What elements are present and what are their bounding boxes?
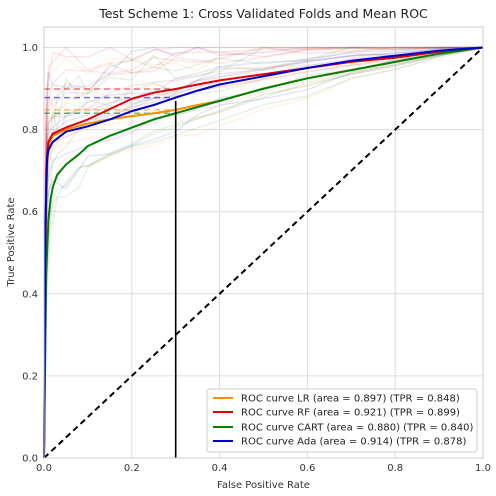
legend-label-lr: ROC curve LR (area = 0.897) (TPR = 0.848… [241, 394, 460, 405]
fold-curve [43, 46, 484, 459]
x-tick-label: 0.8 [387, 463, 403, 474]
fold-curve [43, 46, 483, 459]
y-tick-label: 0.0 [22, 454, 38, 465]
y-tick-label: 0.6 [22, 207, 38, 218]
axis-ticks: 0.0 0.2 0.4 0.6 0.8 1.0 0.0 0.2 0.4 0.6 0.8 1.0 [22, 43, 491, 474]
y-tick-label: 0.4 [22, 289, 38, 300]
fold-curve [43, 46, 483, 459]
mean-roc-curves [43, 46, 484, 459]
y-axis-label: True Positive Rate [6, 197, 17, 287]
fold-curve [43, 46, 483, 459]
mean-roc-curve [43, 46, 484, 459]
x-tick-label: 1.0 [475, 463, 491, 474]
legend-label-ada: ROC curve Ada (area = 0.914) (TPR = 0.87… [241, 437, 466, 448]
fold-curve [43, 46, 484, 459]
fold-curve [43, 46, 484, 459]
fold-curve [43, 46, 484, 459]
fold-curve [43, 46, 484, 459]
fold-curve [43, 46, 484, 459]
y-tick-label: 0.2 [22, 371, 38, 382]
fold-curve [43, 46, 484, 459]
fold-curve [43, 46, 484, 459]
legend-box [206, 388, 478, 453]
plot-background [44, 27, 483, 458]
chance-line [43, 46, 484, 459]
legend-label-rf: ROC curve RF (area = 0.921) (TPR = 0.899… [241, 408, 460, 419]
fold-curve [43, 46, 483, 459]
y-tick-label: 0.8 [22, 125, 38, 136]
x-tick-label: 0.6 [299, 463, 315, 474]
fold-curve [43, 46, 484, 459]
fold-curve [43, 46, 484, 459]
x-axis-label: False Positive Rate [217, 480, 310, 491]
y-tick-label: 1.0 [22, 43, 38, 54]
x-tick-label: 0.0 [36, 463, 52, 474]
x-tick-label: 0.2 [124, 463, 140, 474]
mean-roc-curve [43, 46, 484, 459]
legend: ROC curve LR (area = 0.897) (TPR = 0.848… [206, 388, 478, 453]
fold-curve [43, 46, 484, 459]
fold-curve [43, 46, 484, 459]
chart-title: Test Scheme 1: Cross Validated Folds and… [98, 6, 428, 21]
fold-curve [43, 46, 484, 459]
fold-curve [43, 46, 483, 459]
legend-label-cart: ROC curve CART (area = 0.880) (TPR = 0.8… [241, 423, 474, 434]
plot-frame [43, 26, 484, 459]
fold-curve [43, 46, 484, 459]
x-tick-label: 0.4 [212, 463, 228, 474]
grid [43, 27, 484, 459]
fold-curve [43, 46, 483, 459]
mean-roc-curve [43, 46, 484, 459]
